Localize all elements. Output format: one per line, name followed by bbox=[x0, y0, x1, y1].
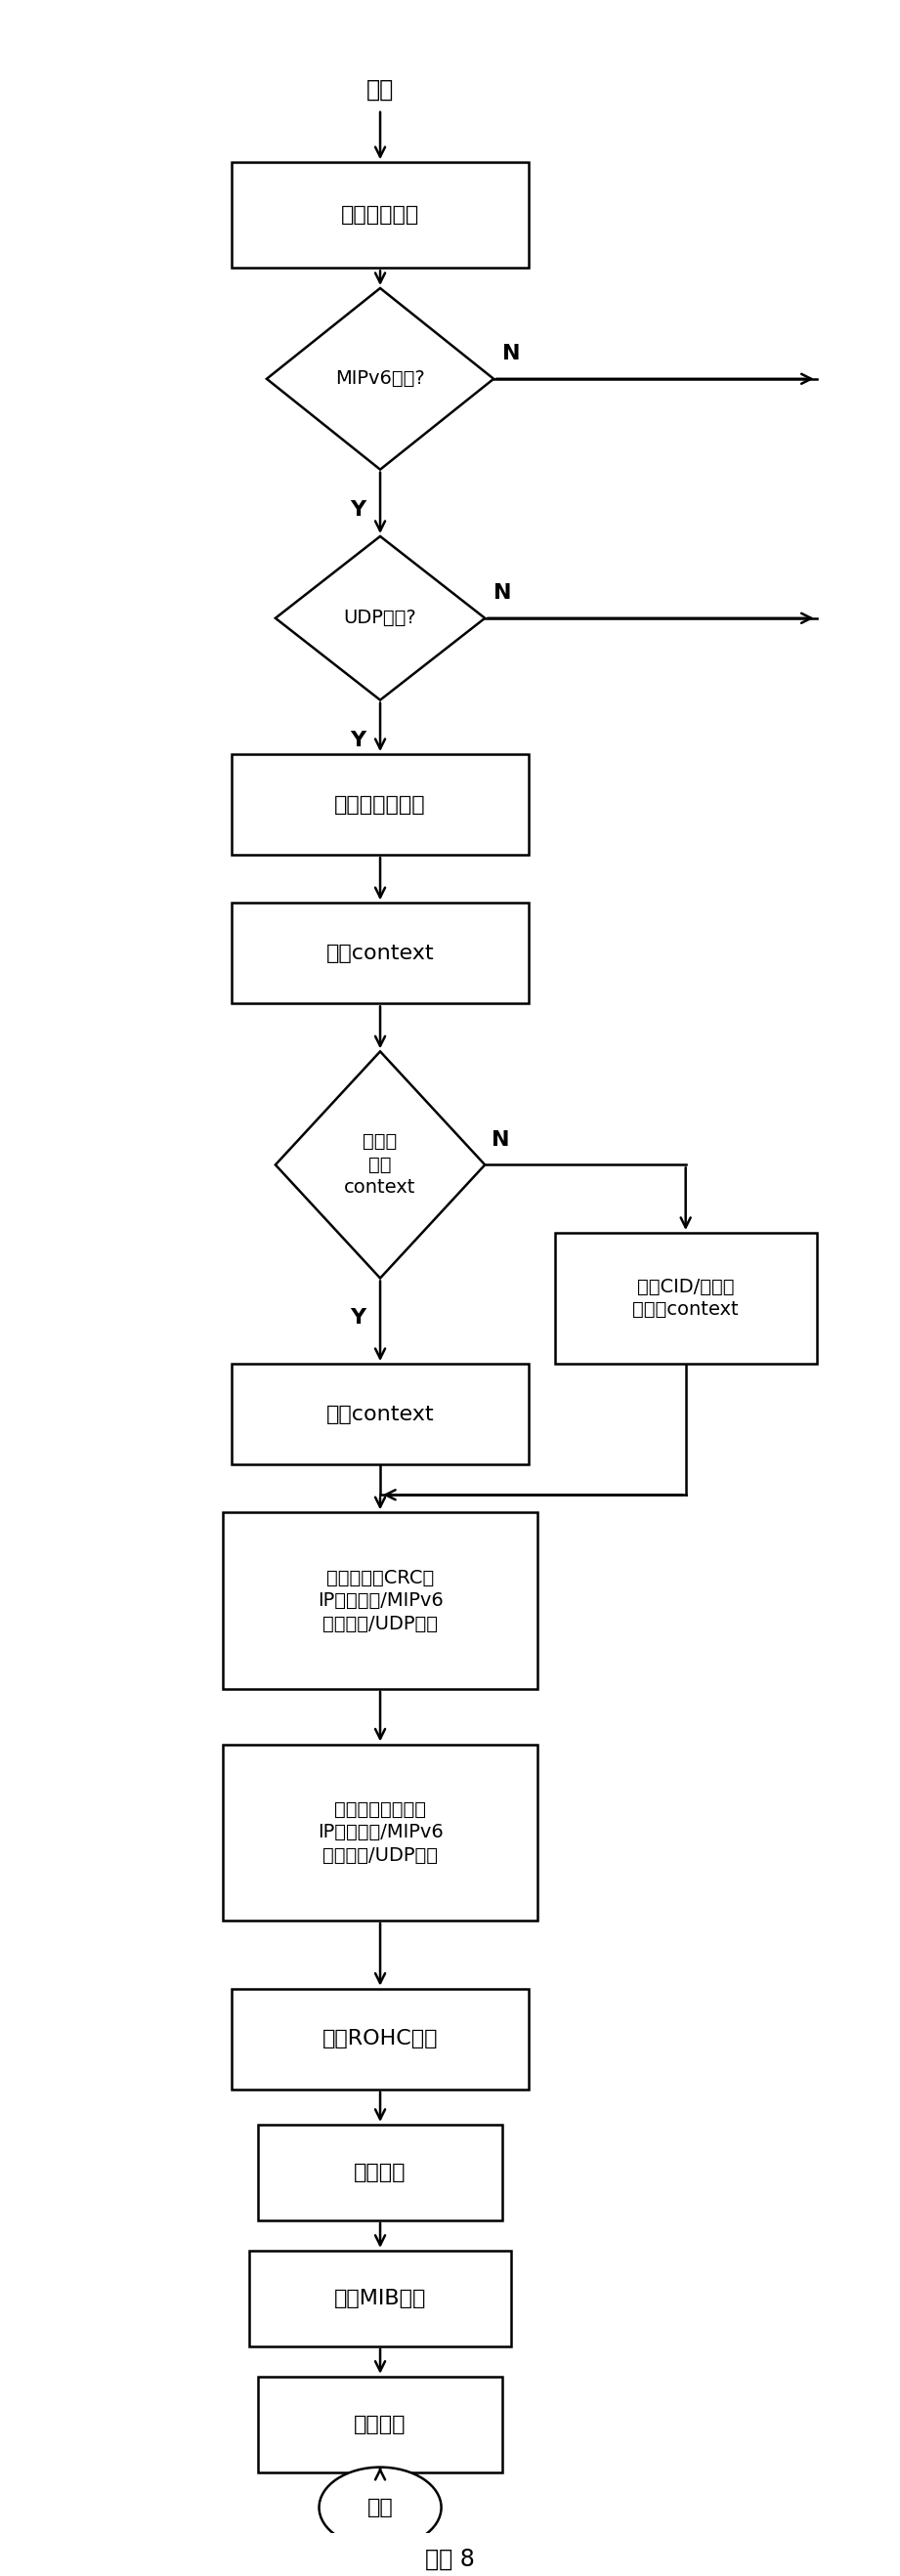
Bar bbox=[232, 755, 528, 855]
Text: 找到对
应的
context: 找到对 应的 context bbox=[345, 1133, 416, 1198]
Text: 对头标计算CRC：
IP基本头标/MIPv6
扩展头标/UDP头标: 对头标计算CRC： IP基本头标/MIPv6 扩展头标/UDP头标 bbox=[318, 1569, 443, 1633]
Bar bbox=[223, 1744, 537, 1922]
Text: 附图 8: 附图 8 bbox=[425, 2548, 475, 2571]
Text: 更新context: 更新context bbox=[326, 1404, 434, 1425]
Text: 状态转移: 状态转移 bbox=[354, 2164, 406, 2182]
Bar bbox=[258, 2125, 502, 2221]
Text: 分组: 分组 bbox=[366, 77, 394, 100]
Text: 查找context: 查找context bbox=[326, 943, 434, 963]
Text: MIPv6分组?: MIPv6分组? bbox=[336, 368, 425, 389]
Text: N: N bbox=[493, 582, 512, 603]
Bar bbox=[232, 162, 528, 268]
Bar bbox=[554, 1234, 816, 1363]
Bar bbox=[232, 1363, 528, 1466]
Text: 结束: 结束 bbox=[367, 2499, 393, 2517]
Text: Y: Y bbox=[350, 1309, 366, 1329]
Text: N: N bbox=[502, 343, 520, 363]
Text: 分配CID/创建新
的压缩context: 分配CID/创建新 的压缩context bbox=[633, 1278, 739, 1319]
Polygon shape bbox=[275, 1051, 485, 1278]
Bar bbox=[249, 2251, 511, 2347]
Text: Y: Y bbox=[350, 500, 366, 520]
Polygon shape bbox=[266, 289, 493, 469]
Ellipse shape bbox=[320, 2468, 441, 2548]
Bar bbox=[232, 902, 528, 1005]
Text: Y: Y bbox=[350, 729, 366, 750]
Text: 根据头标域分类: 根据头标域分类 bbox=[335, 796, 426, 814]
Bar bbox=[258, 2378, 502, 2473]
Bar bbox=[223, 1512, 537, 1690]
Text: 修改MIB信息: 修改MIB信息 bbox=[334, 2287, 427, 2308]
Bar bbox=[232, 1989, 528, 2089]
Text: 发送分组: 发送分组 bbox=[354, 2414, 406, 2434]
Text: 对头标进行压缩：
IP基本头标/MIPv6
扩展头标/UDP头标: 对头标进行压缩： IP基本头标/MIPv6 扩展头标/UDP头标 bbox=[318, 1801, 443, 1865]
Polygon shape bbox=[275, 536, 485, 701]
Text: 创建ROHC分组: 创建ROHC分组 bbox=[322, 2030, 438, 2048]
Text: 提取分组头标: 提取分组头标 bbox=[341, 206, 419, 224]
Text: N: N bbox=[492, 1131, 510, 1149]
Text: UDP分组?: UDP分组? bbox=[344, 608, 417, 629]
